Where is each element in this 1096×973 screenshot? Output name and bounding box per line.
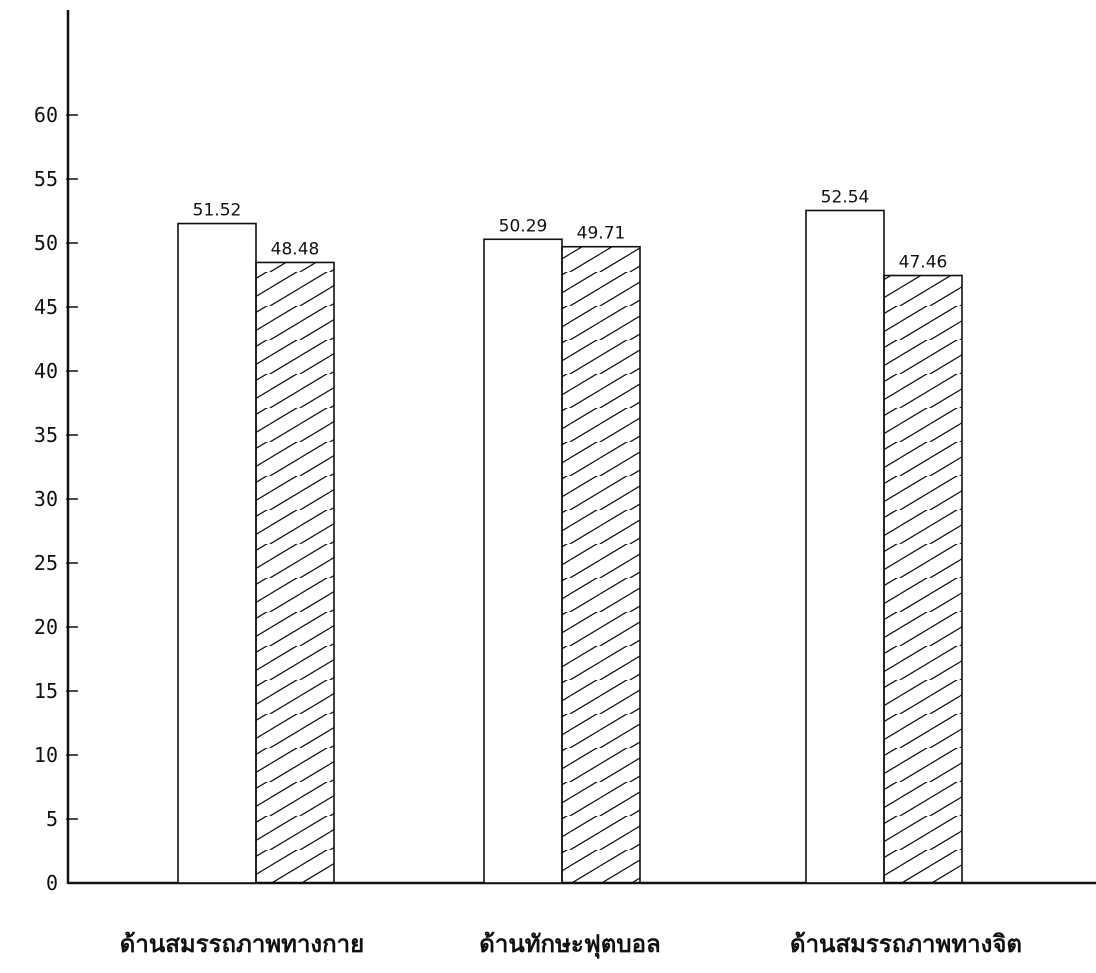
chart-data-labels: 51.52 50.29 52.54 48.48 49.71 47.46 [193, 187, 948, 272]
y-tick-label: 25 [34, 551, 58, 575]
bar-hatched-2 [561, 245, 641, 884]
bar-hatched-1 [255, 261, 335, 884]
y-tick-label: 55 [34, 167, 58, 191]
y-tick-label: 60 [34, 103, 58, 127]
y-axis-ticks: 0 5 10 15 20 25 30 35 40 45 50 55 60 [34, 103, 78, 895]
chart-category-labels: ด้านสมรรถภาพทางกาย ด้านทักษะฟุตบอล ด้านสมร… [120, 930, 1022, 960]
bar-plain-1 [177, 222, 257, 884]
bar-plain-3 [805, 209, 885, 884]
y-tick-label: 35 [34, 423, 58, 447]
bar-value-label: 50.29 [499, 216, 548, 236]
y-tick-label: 50 [34, 231, 58, 255]
bar-value-label: 51.52 [193, 201, 242, 221]
y-tick-label: 15 [34, 679, 58, 703]
category-label: ด้านทักษะฟุตบอล [479, 930, 660, 960]
y-tick-label: 30 [34, 487, 58, 511]
y-tick-label: 40 [34, 359, 58, 383]
y-tick-label: 20 [34, 615, 58, 639]
bar-value-label: 49.71 [577, 224, 626, 244]
y-tick-label: 0 [46, 871, 58, 895]
bar-value-label: 52.54 [821, 187, 870, 207]
bar-hatched-3 [883, 274, 963, 884]
bar-value-label: 48.48 [271, 239, 320, 259]
bar-plain-2 [483, 238, 563, 884]
chart-bars [177, 209, 963, 884]
y-tick-label: 45 [34, 295, 58, 319]
category-label: ด้านสมรรถภาพทางจิต [790, 930, 1022, 958]
y-tick-label: 10 [34, 743, 58, 767]
y-tick-label: 5 [46, 807, 58, 831]
bar-value-label: 47.46 [899, 253, 948, 273]
category-label: ด้านสมรรถภาพทางกาย [120, 930, 364, 958]
